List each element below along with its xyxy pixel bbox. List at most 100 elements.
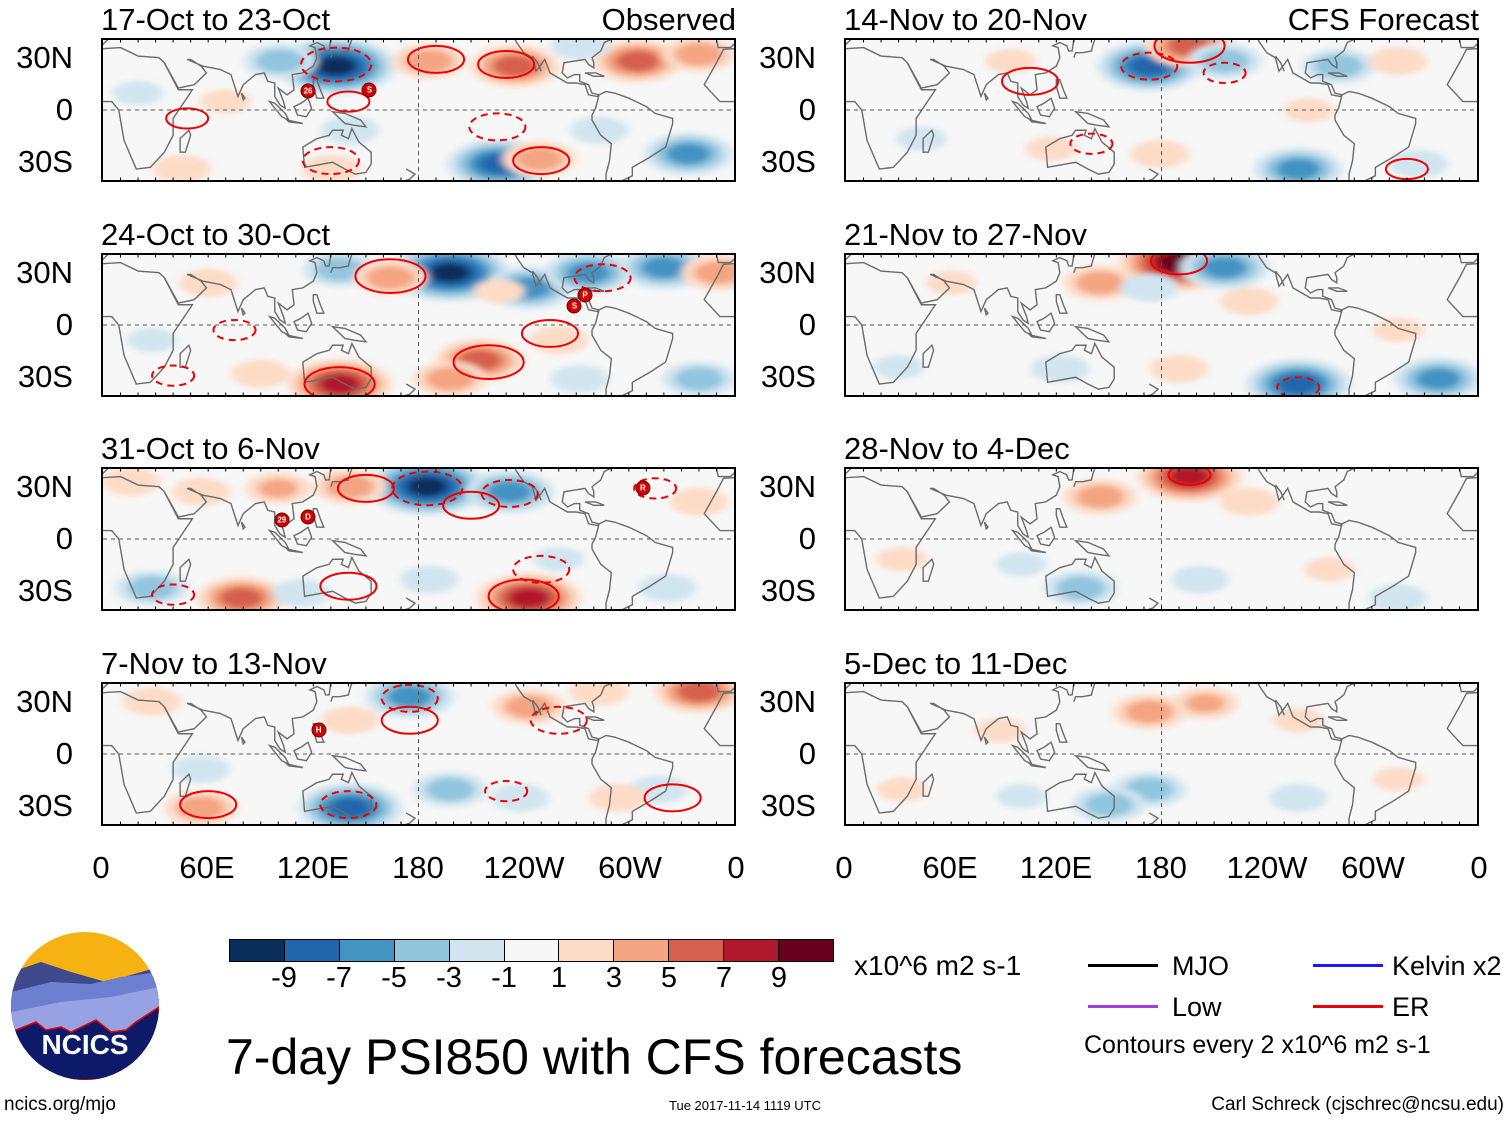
coastline [331, 684, 352, 702]
coastline [331, 255, 352, 273]
coastline [1076, 756, 1109, 771]
coastline [923, 345, 934, 367]
coastline [923, 774, 934, 796]
coastline [1275, 485, 1284, 500]
colorbar-tick: -5 [381, 962, 407, 994]
coastline [294, 527, 312, 546]
colorbar-tick: -9 [271, 962, 297, 994]
anomaly-cell [996, 784, 1047, 809]
coastline [846, 469, 851, 477]
y-tick: 0 [55, 92, 73, 127]
coastline [333, 541, 366, 556]
er-contour [1151, 255, 1207, 274]
coastline [103, 48, 192, 169]
coastline [1147, 169, 1158, 180]
coastline [532, 56, 541, 71]
coastline [287, 549, 303, 552]
x-tick: 0 [92, 850, 110, 885]
coastline [1074, 255, 1095, 273]
colorbar-swatch [449, 940, 505, 961]
coastline [515, 40, 611, 97]
y-tick: 0 [798, 521, 816, 556]
coastline [333, 327, 366, 342]
anomaly-cell [589, 783, 648, 812]
colorbar-swatch [339, 940, 395, 961]
anomaly-cell [1075, 485, 1125, 509]
coastline [164, 40, 331, 108]
anomaly-cell [1269, 783, 1328, 812]
colorbar-tick: -1 [491, 962, 517, 994]
anomaly-cell [318, 373, 361, 395]
anomaly-cell [674, 367, 724, 391]
coastline [1335, 91, 1416, 180]
map-panel [844, 467, 1479, 611]
footer-timestamp: Tue 2017-11-14 1119 UTC [669, 1098, 821, 1113]
coastline [1013, 746, 1032, 765]
coastline [984, 93, 988, 100]
anomaly-cell [533, 547, 584, 572]
panel-title: 21-Nov to 27-Nov [844, 217, 1087, 252]
coastline [846, 477, 935, 598]
y-tick: 30S [17, 788, 73, 823]
legend-line-low [1088, 1005, 1158, 1008]
coastline [404, 169, 415, 180]
coastline [287, 335, 303, 338]
er-contour [513, 556, 569, 583]
coastline [592, 91, 673, 180]
coastline [241, 737, 245, 744]
coastline [1037, 527, 1055, 546]
y-tick: 30S [760, 573, 816, 608]
coastline [241, 93, 245, 100]
x-tick: 120W [483, 850, 565, 885]
anomaly-cell [404, 49, 454, 73]
anomaly-cell [365, 265, 415, 290]
coastline [907, 40, 1074, 108]
coastline [303, 344, 371, 390]
footer-url[interactable]: ncics.org/mjo [4, 1094, 116, 1115]
colorbar-swatch [284, 940, 340, 961]
er-contour [1169, 469, 1211, 485]
er-contour [152, 365, 194, 385]
coastline [515, 684, 611, 741]
coastline [1030, 764, 1046, 767]
coastline [592, 520, 673, 609]
anomaly-cell [1056, 576, 1106, 600]
anomaly-cell [1185, 693, 1226, 713]
er-contour [355, 259, 425, 293]
coastline [241, 308, 245, 315]
anomaly-cell [550, 364, 609, 393]
coastline [303, 129, 371, 175]
coastline [1328, 502, 1347, 505]
coastline [984, 522, 988, 529]
coastline [585, 717, 604, 720]
coastline [1046, 773, 1114, 819]
coastline [1030, 120, 1046, 123]
er-contour [469, 113, 525, 140]
coastline [1275, 271, 1284, 286]
anomaly-cell [1275, 158, 1321, 180]
coastline [907, 469, 1074, 537]
coastline [907, 684, 1074, 752]
er-contour [320, 791, 376, 818]
anomaly-cell [301, 155, 360, 180]
coastline [1459, 255, 1477, 263]
legend-line-kelvin [1313, 964, 1383, 967]
y-tick: 30S [17, 573, 73, 608]
x-tick: 60E [922, 850, 978, 885]
y-tick: 0 [798, 307, 816, 342]
coastline [1147, 598, 1158, 609]
coastline [404, 384, 415, 395]
coastline [1074, 469, 1095, 487]
x-tick: 60W [1341, 850, 1405, 885]
coastline [1056, 724, 1067, 743]
er-contour [485, 781, 527, 801]
coastline [303, 558, 371, 604]
anomaly-cell [1168, 469, 1211, 487]
colorbar-tick: 3 [605, 962, 623, 994]
anomaly-cell [1075, 271, 1125, 295]
colorbar-swatch [779, 940, 833, 961]
coastline [103, 477, 192, 598]
x-tick: 60W [598, 850, 662, 885]
y-tick: 30N [759, 255, 816, 290]
ncics-logo: NCICS [11, 932, 159, 1080]
